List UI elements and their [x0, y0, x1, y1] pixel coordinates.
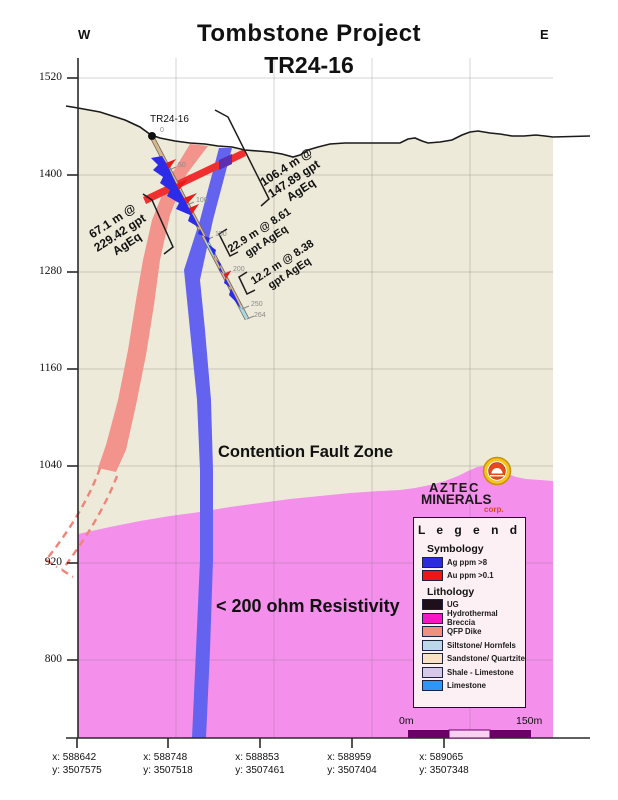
bracket-interval1 — [214, 109, 270, 207]
legend-item-ug: UG — [422, 599, 525, 610]
coord-station-5: x: 589065 y: 3507348 — [419, 752, 469, 776]
bracket-interval4 — [238, 271, 256, 296]
elevation-tick-1520: 1520 — [39, 71, 62, 83]
qfp-dike-band — [98, 144, 208, 472]
legend-symbology-header: Symbology — [427, 543, 484, 555]
au-swatch-icon — [422, 570, 443, 581]
elevation-tick-920: 920 — [44, 556, 62, 568]
legend-item-au: Au ppm >0.1 — [422, 570, 525, 581]
au-assay-spikes — [166, 159, 231, 279]
topography-line — [65, 105, 591, 158]
legend-item-ag: Ag ppm >8 — [422, 556, 525, 568]
legend-lithology-header: Lithology — [427, 585, 475, 598]
resistivity-label: < 200 ohm Resistivity — [216, 596, 400, 616]
depth-mark-250: 250 — [251, 301, 263, 308]
coord-station-1: x: 588642 y: 3507575 — [52, 752, 102, 776]
logo-text-minerals: MINERALS — [421, 492, 492, 507]
bracket-interval2 — [142, 193, 174, 255]
legend-item-sandstone: Sandstone/ Quartzite — [422, 653, 525, 664]
scalebar-right-label: 150m — [516, 715, 543, 727]
elevation-tick-1280: 1280 — [39, 265, 62, 277]
shale-limestone-swatch-icon — [422, 666, 443, 678]
limestone-swatch-icon — [422, 680, 443, 691]
east-label: E — [540, 27, 549, 42]
page-title-line1: Tombstone Project — [196, 20, 422, 47]
ag-swatch-icon — [422, 556, 443, 568]
legend-item-shale-limestone: Shale - Limestone — [422, 666, 525, 678]
coord-station-3: x: 588853 y: 3507461 — [235, 752, 285, 776]
bracket-interval3 — [218, 228, 239, 258]
aztec-minerals-logo-icon — [482, 456, 512, 486]
collar-label: TR24-16 — [150, 114, 189, 125]
page-title-line2: TR24-16 — [264, 52, 354, 78]
sandstone-swatch-icon — [422, 653, 443, 664]
fault-zone-band — [184, 148, 232, 738]
qfp-dike-dashed-projection — [45, 467, 119, 579]
depth-mark-50: 50 — [178, 162, 186, 169]
legend-item-qfp-dike: QFP Dike — [422, 626, 525, 637]
elevation-tick-1040: 1040 — [39, 459, 62, 471]
elevation-tick-800: 800 — [44, 653, 62, 665]
ag-assay-histogram — [151, 156, 241, 309]
elevation-tick-1160: 1160 — [39, 362, 62, 374]
siltstone-swatch-icon — [422, 639, 443, 651]
coord-station-4: x: 588959 y: 3507404 — [327, 752, 377, 776]
legend-item-siltstone: Siltstone/ Hornfels — [422, 639, 525, 651]
ug-swatch-icon — [422, 599, 443, 610]
interval-brackets — [142, 109, 270, 296]
elevation-tick-1400: 1400 — [39, 168, 62, 180]
legend-item-limestone: Limestone — [422, 680, 525, 691]
depth-mark-264: 264 — [254, 312, 266, 319]
coord-station-2: x: 588748 y: 3507518 — [143, 752, 193, 776]
legend-box: L e g e n d Symbology Ag ppm >8 Au ppm >… — [413, 517, 526, 708]
collar-dot — [148, 132, 156, 140]
depth-mark-200: 200 — [233, 266, 245, 273]
depth-mark-150: 150 — [215, 231, 227, 238]
legend-item-breccia: Hydrothermal Breccia — [422, 609, 525, 627]
breccia-swatch-icon — [422, 612, 443, 624]
logo-text-corp: corp. — [484, 505, 504, 514]
qfp-dike-swatch-icon — [422, 626, 443, 637]
scalebar-left-label: 0m — [399, 715, 414, 727]
depth-mark-0: 0 — [160, 127, 164, 134]
logo-text-aztec: AZTEC — [429, 480, 480, 495]
band-overlap-patch — [219, 154, 232, 170]
legend-title: L e g e n d — [417, 523, 522, 537]
west-label: W — [78, 27, 91, 42]
scale-bar — [408, 729, 531, 739]
fault-zone-label: Contention Fault Zone — [218, 443, 394, 461]
depth-mark-100: 100 — [196, 197, 208, 204]
